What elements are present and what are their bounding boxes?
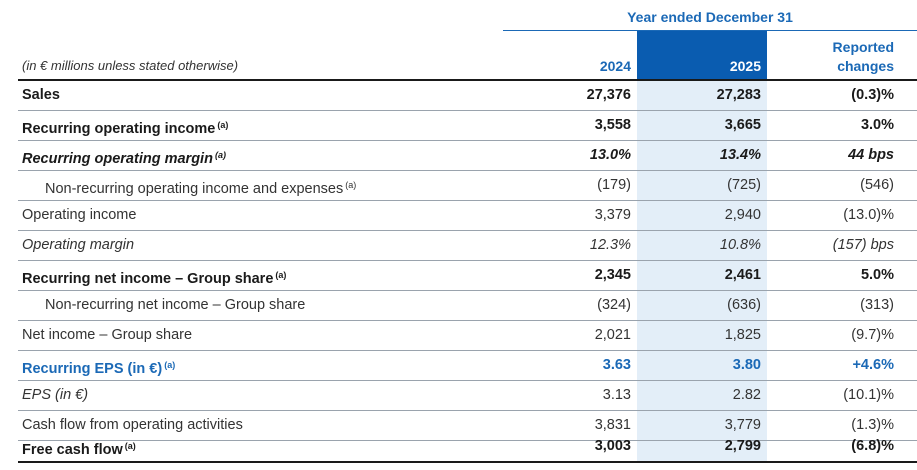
header-band-2025 bbox=[637, 30, 767, 79]
value-2025: 2.82 bbox=[732, 387, 761, 403]
value-2024: 3,558 bbox=[594, 117, 631, 133]
value-change: 5.0% bbox=[860, 267, 894, 283]
table-row-recurring-eps: Recurring EPS (in €) (a) 3.63 3.80 +4.6% bbox=[18, 351, 917, 381]
row-label: Non-recurring net income – Group share bbox=[45, 297, 306, 313]
column-header-changes-line2: changes bbox=[837, 58, 894, 74]
table-row-operating-income: Operating income 3,379 2,940 (13.0)% bbox=[18, 201, 917, 231]
value-2024: 13.0% bbox=[589, 147, 631, 163]
value-2024: (179) bbox=[597, 177, 631, 193]
value-change: (13.0)% bbox=[843, 207, 894, 223]
footnote-marker: (a) bbox=[275, 270, 287, 280]
value-2024: (324) bbox=[597, 297, 631, 313]
value-2025: 3.80 bbox=[732, 357, 761, 373]
value-2024: 2,345 bbox=[594, 267, 631, 283]
table-row-net-income: Net income – Group share 2,021 1,825 (9.… bbox=[18, 321, 917, 351]
period-underline bbox=[503, 30, 917, 31]
row-label: Recurring operating income (a) bbox=[22, 120, 229, 137]
row-label: Sales bbox=[22, 87, 60, 103]
highlight-column-2025 bbox=[637, 30, 767, 462]
value-2024: 27,376 bbox=[586, 87, 631, 103]
value-change: (1.3)% bbox=[851, 417, 894, 433]
value-2025: 2,940 bbox=[724, 207, 761, 223]
value-change: +4.6% bbox=[852, 357, 894, 373]
table-row-operating-margin: Operating margin 12.3% 10.8% (157) bps bbox=[18, 231, 917, 261]
value-2025: 13.4% bbox=[719, 147, 761, 163]
value-2025: 1,825 bbox=[724, 327, 761, 343]
value-change: (10.1)% bbox=[843, 387, 894, 403]
value-2025: 27,283 bbox=[716, 87, 761, 103]
table-row-non-recurring-operating: Non-recurring operating income and expen… bbox=[18, 171, 917, 201]
value-2024: 3.13 bbox=[602, 387, 631, 403]
row-label: Recurring net income – Group share (a) bbox=[22, 270, 287, 287]
value-2025: 10.8% bbox=[719, 237, 761, 253]
value-2025: 3,665 bbox=[724, 117, 761, 133]
value-2025: 2,799 bbox=[724, 438, 761, 454]
column-header-changes: Reported changes bbox=[780, 38, 894, 76]
value-change: (157) bps bbox=[832, 237, 894, 253]
value-2025: (725) bbox=[727, 177, 761, 193]
column-header-2024: 2024 bbox=[599, 58, 631, 74]
value-change: (0.3)% bbox=[851, 87, 894, 103]
units-note: (in € millions unless stated otherwise) bbox=[22, 58, 239, 73]
row-label: Non-recurring operating income and expen… bbox=[45, 180, 357, 197]
value-change: (546) bbox=[860, 177, 894, 193]
value-change: (9.7)% bbox=[851, 327, 894, 343]
row-label: Operating margin bbox=[22, 237, 135, 253]
value-2024: 3,003 bbox=[594, 438, 631, 454]
footnote-marker: (a) bbox=[164, 360, 176, 370]
table-row-non-recurring-net-income: Non-recurring net income – Group share (… bbox=[18, 291, 917, 321]
table-row-sales: Sales 27,376 27,283 (0.3)% bbox=[18, 81, 917, 111]
period-heading: Year ended December 31 bbox=[627, 9, 793, 25]
row-label: Free cash flow (a) bbox=[22, 441, 136, 458]
footnote-marker: (a) bbox=[214, 150, 226, 160]
row-label: Recurring operating margin (a) bbox=[22, 150, 226, 167]
table-row-recurring-operating-income: Recurring operating income (a) 3,558 3,66… bbox=[18, 111, 917, 141]
value-2025: 3,779 bbox=[724, 417, 761, 433]
value-change: (313) bbox=[860, 297, 894, 313]
row-label: Operating income bbox=[22, 207, 137, 223]
value-2024: 3,379 bbox=[594, 207, 631, 223]
row-label: Recurring EPS (in €) (a) bbox=[22, 360, 176, 377]
value-2025: 2,461 bbox=[724, 267, 761, 283]
value-change: 44 bps bbox=[848, 147, 894, 163]
value-2024: 12.3% bbox=[589, 237, 631, 253]
table-row-recurring-operating-margin: Recurring operating margin (a) 13.0% 13.4… bbox=[18, 141, 917, 171]
value-2024: 2,021 bbox=[594, 327, 631, 343]
footnote-marker: (a) bbox=[345, 180, 357, 190]
table-row-eps: EPS (in €) 3.13 2.82 (10.1)% bbox=[18, 381, 917, 411]
header-rule bbox=[18, 79, 917, 81]
column-header-2025: 2025 bbox=[729, 58, 761, 74]
table-row-recurring-net-income: Recurring net income – Group share (a) 2,… bbox=[18, 261, 917, 291]
footnote-marker: (a) bbox=[124, 441, 136, 451]
footnote-marker: (a) bbox=[217, 120, 229, 130]
value-2024: 3.63 bbox=[602, 357, 631, 373]
value-change: (6.8)% bbox=[851, 438, 894, 454]
value-2025: (636) bbox=[727, 297, 761, 313]
table-row-cash-flow-operating: Cash flow from operating activities 3,83… bbox=[18, 411, 917, 441]
value-2024: 3,831 bbox=[594, 417, 631, 433]
column-header-changes-line1: Reported bbox=[832, 39, 894, 55]
table-row-free-cash-flow: Free cash flow (a) 3,003 2,799 (6.8)% bbox=[18, 432, 917, 463]
row-label: Cash flow from operating activities bbox=[22, 417, 243, 433]
row-label: EPS (in €) bbox=[22, 387, 89, 403]
row-label: Net income – Group share bbox=[22, 327, 193, 343]
value-change: 3.0% bbox=[860, 117, 894, 133]
